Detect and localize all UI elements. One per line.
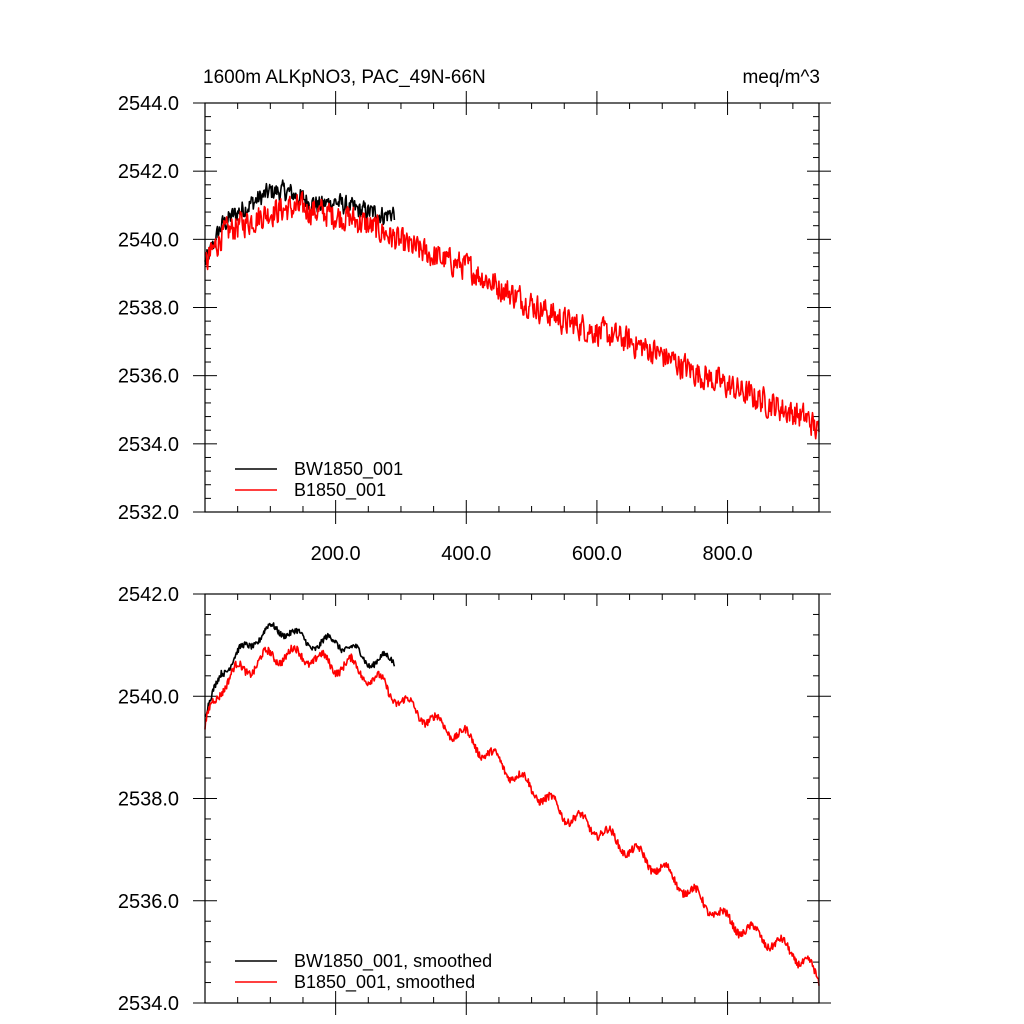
bottom-panel-legend: BW1850_001, smoothed B1850_001, smoothed [235,951,492,993]
bottom-panel-ticks [193,593,831,1015]
series-line-b1850-001-smoothed [204,644,820,986]
y-tick-label: 2536.0 [118,891,179,913]
y-tick-label: 2534.0 [118,993,179,1015]
y-tick-label: 2542.0 [118,161,179,183]
x-tick-label: 400.0 [441,543,491,565]
top-panel-legend: BW1850_001 B1850_001 [235,459,403,501]
top-panel-frame [204,102,820,513]
y-tick-label: 2536.0 [118,366,179,388]
series-line-bw1850-001 [204,179,396,266]
x-tick-label: 800.0 [703,543,753,565]
bottom-panel-frame [204,593,820,1004]
y-tick-label: 2538.0 [118,298,179,320]
series-line-bw1850-001-smoothed [204,622,396,718]
y-tick-label: 2542.0 [118,584,179,606]
legend-label-bw1850-001-smoothed: BW1850_001, smoothed [294,951,492,972]
legend-label-b1850-001: B1850_001 [294,480,386,501]
legend-label-b1850-001-smoothed: B1850_001, smoothed [294,972,475,993]
top-panel-units: meq/m^3 [742,67,820,88]
y-tick-label: 2540.0 [118,229,179,251]
top-panel-tick-labels: 2532.0 2534.0 2536.0 2538.0 2540.0 2542.0 2544… [118,93,753,565]
x-tick-label: 600.0 [572,543,622,565]
bottom-panel-tick-labels: 2534.0 2536.0 2538.0 2540.0 2542.0 [118,584,179,1015]
y-tick-label: 2544.0 [118,93,179,115]
series-line-b1850-001 [204,191,820,440]
bottom-panel: 2534.0 2536.0 2538.0 2540.0 2542.0 BW1850_00… [118,584,831,1015]
bottom-panel-lines [204,622,820,986]
top-panel: 1600m ALKpNO3, PAC_49N-66N meq/m^3 2532.… [118,67,831,565]
top-panel-lines [204,179,820,440]
y-tick-label: 2538.0 [118,789,179,811]
x-tick-label: 200.0 [311,543,361,565]
y-tick-label: 2532.0 [118,502,179,524]
y-tick-label: 2540.0 [118,686,179,708]
y-tick-label: 2534.0 [118,434,179,456]
legend-label-bw1850-001: BW1850_001 [294,459,403,480]
top-panel-title: 1600m ALKpNO3, PAC_49N-66N [203,67,486,88]
